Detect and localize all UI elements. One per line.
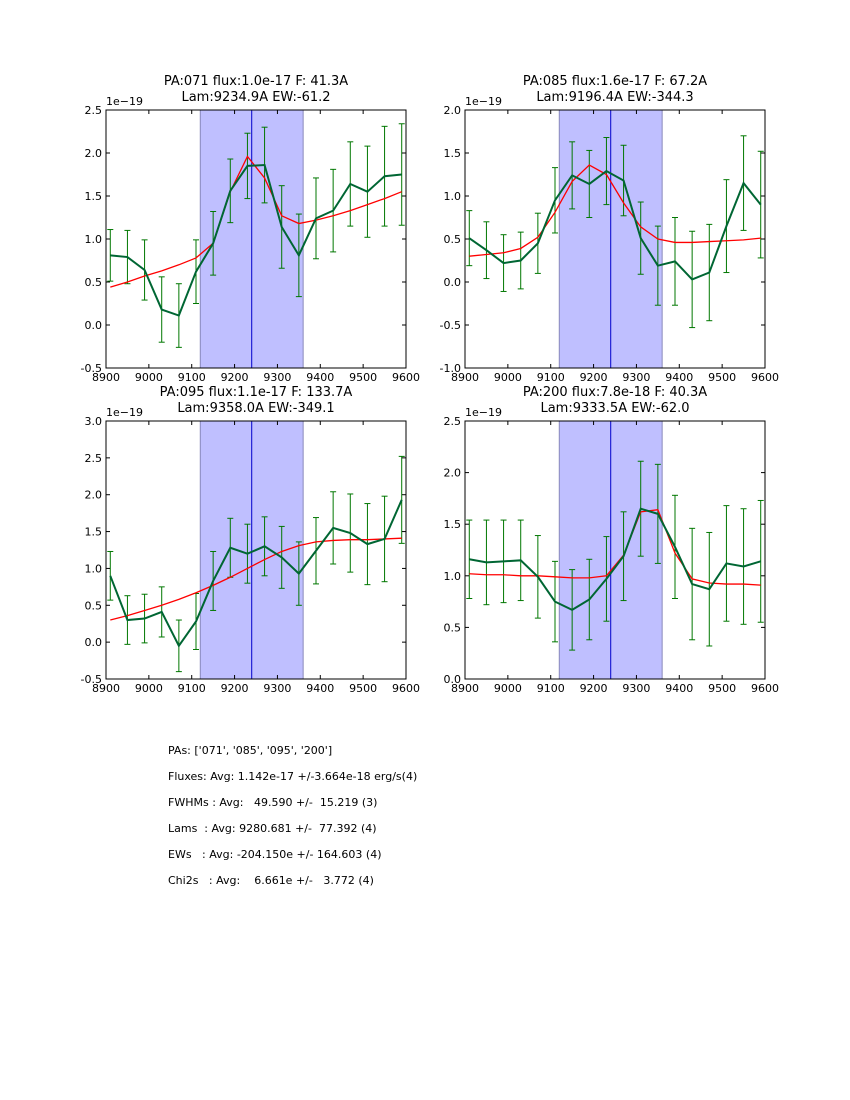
stats-fwhms: FWHMs : Avg: 49.590 +/- 15.219 (3) [168,796,378,809]
stats-lams: Lams : Avg: 9280.681 +/- 77.392 (4) [168,822,377,835]
data-line [468,169,762,281]
stats-block: PAs: ['071', '085', '095', '200'] Fluxes… [168,744,417,900]
plot-frame [105,420,407,680]
y-tick-label: 2.0 [85,147,103,160]
fit-line [110,155,402,288]
y-tick-label: 1.5 [444,518,462,531]
subplot-title: Lam:9358.0A EW:-349.1 [177,401,334,416]
y-offset-label: 1e−19 [465,95,502,108]
y-tick-label: 1.0 [85,562,103,575]
y-tick-label: 0.5 [444,233,462,246]
x-tick-label: 8900 [92,371,120,384]
subplot-title: PA:095 flux:1.1e-17 F: 133.7A [160,385,353,400]
subplot-3: 8900 9000 9100 9200 9300 9400 9500 9600 -0.5 0.0 0… [81,385,420,695]
data-line [469,507,762,611]
subplot-title: Lam:9234.9A EW:-61.2 [181,90,330,105]
x-tick-label: 9600 [392,371,420,384]
x-tick-label: 9000 [494,371,522,384]
x-tick-label: 9100 [537,682,565,695]
data-line [110,164,402,317]
x-tick-label: 9500 [349,682,377,695]
stats-ews: EWs : Avg: -204.150e +/- 164.603 (4) [168,848,382,861]
y-tick-label: 0.5 [444,621,462,634]
x-tick-label: 9500 [349,371,377,384]
x-tick-label: 9300 [263,371,291,384]
x-tick-label: 9400 [306,371,334,384]
x-tick-label: 9400 [665,682,693,695]
y-tick-label: 1.0 [85,233,103,246]
subplot-2: 8900 9000 9100 9200 9300 9400 9500 9600 -1.0 -0.5… [440,74,779,384]
x-tick-label: 9600 [751,371,779,384]
errorbar [398,455,405,544]
data-line [109,499,403,648]
x-tick-label: 9100 [178,371,206,384]
subplot-1: 8900 9000 9100 9200 9300 9400 9500 9600 -0.5 0.0 0… [81,74,420,384]
x-tick-label: 9200 [221,682,249,695]
x-tick-label: 9000 [135,371,163,384]
y-offset-label: 1e−19 [106,95,143,108]
x-tick-label: 8900 [451,371,479,384]
x-tick-label: 9300 [263,682,291,695]
y-tick-label: 1.0 [444,190,462,203]
stats-chi2s: Chi2s : Avg: 6.661e +/- 3.772 (4) [168,874,374,887]
x-tick-label: 9200 [221,371,249,384]
x-tick-label: 9300 [622,371,650,384]
y-tick-label: 1.5 [85,526,103,539]
subplot-title: Lam:9333.5A EW:-62.0 [540,401,689,416]
x-tick-label: 9600 [392,682,420,695]
x-tick-label: 9600 [751,682,779,695]
y-offset-label: 1e−19 [106,406,143,419]
x-tick-label: 8900 [92,682,120,695]
y-tick-label: 0.5 [85,599,103,612]
y-tick-label: 2.5 [85,104,103,117]
y-tick-label: 2.0 [444,467,462,480]
subplot-title: PA:200 flux:7.8e-18 F: 40.3A [523,385,707,400]
fit-line [110,537,402,621]
y-tick-label: 1.5 [444,147,462,160]
y-tick-label: 0.0 [444,673,462,686]
x-tick-label: 9300 [622,682,650,695]
y-tick-label: 0.0 [85,636,103,649]
y-tick-label: 2.5 [85,452,103,465]
y-offset-label: 1e−19 [465,406,502,419]
y-tick-label: -1.0 [440,362,461,375]
y-tick-label: -0.5 [81,673,102,686]
x-tick-label: 9100 [178,682,206,695]
x-tick-label: 9000 [494,682,522,695]
y-tick-label: -0.5 [440,319,461,332]
y-tick-label: 1.5 [85,190,103,203]
y-tick-label: -0.5 [81,362,102,375]
stats-pas: PAs: ['071', '085', '095', '200'] [168,744,333,757]
plot-frame [464,420,766,680]
fit-line [469,164,761,257]
y-tick-label: 0.0 [444,276,462,289]
x-tick-label: 9200 [580,682,608,695]
subplot-4: 8900 9000 9100 9200 9300 9400 9500 9600 0.0 0.5 1.… [444,385,780,695]
y-tick-label: 1.0 [444,570,462,583]
y-tick-label: 0.0 [85,319,103,332]
y-tick-label: 2.5 [444,415,462,428]
y-tick-label: 2.0 [85,489,103,502]
x-tick-label: 9400 [306,682,334,695]
x-tick-label: 9500 [708,371,736,384]
subplot-title: Lam:9196.4A EW:-344.3 [536,90,693,105]
y-tick-label: 3.0 [85,415,103,428]
y-tick-label: 2.0 [444,104,462,117]
x-tick-label: 8900 [451,682,479,695]
x-tick-label: 9100 [537,371,565,384]
x-tick-label: 9200 [580,371,608,384]
x-tick-label: 9400 [665,371,693,384]
stats-fluxes: Fluxes: Avg: 1.142e-17 +/-3.664e-18 erg/… [168,770,418,783]
subplot-title: PA:071 flux:1.0e-17 F: 41.3A [164,74,348,89]
x-tick-label: 9000 [135,682,163,695]
subplot-title: PA:085 flux:1.6e-17 F: 67.2A [523,74,707,89]
x-tick-label: 9500 [708,682,736,695]
y-tick-label: 0.5 [85,276,103,289]
